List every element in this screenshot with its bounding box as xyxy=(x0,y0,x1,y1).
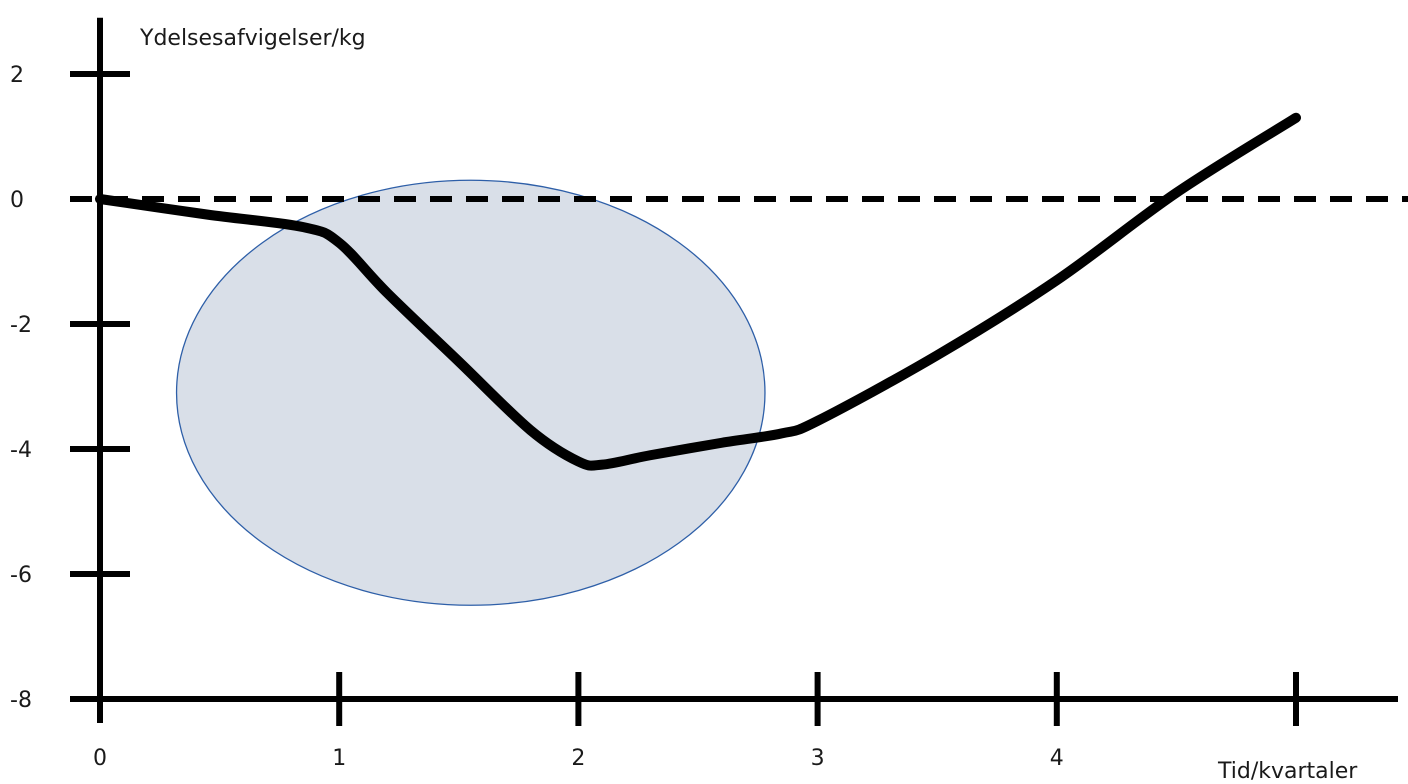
x-tick-label: 4 xyxy=(1050,746,1064,771)
y-axis-title: Ydelsesafvigelser/kg xyxy=(139,26,366,51)
x-tick-label: 1 xyxy=(332,746,346,771)
x-axis-title: Tid/kvartaler xyxy=(1217,759,1358,784)
y-tick-label: 2 xyxy=(10,63,24,88)
y-tick-label: -8 xyxy=(10,688,32,713)
x-tick-label: 2 xyxy=(571,746,585,771)
x-tick-label: 3 xyxy=(811,746,825,771)
x-tick-label: 0 xyxy=(93,746,107,771)
y-tick-label: -2 xyxy=(10,313,32,338)
y-tick-label: -6 xyxy=(10,563,32,588)
y-tick-label: -4 xyxy=(10,438,32,463)
series-line xyxy=(95,112,1301,471)
y-tick-label: 0 xyxy=(10,188,24,213)
highlight-ellipse xyxy=(175,179,766,606)
